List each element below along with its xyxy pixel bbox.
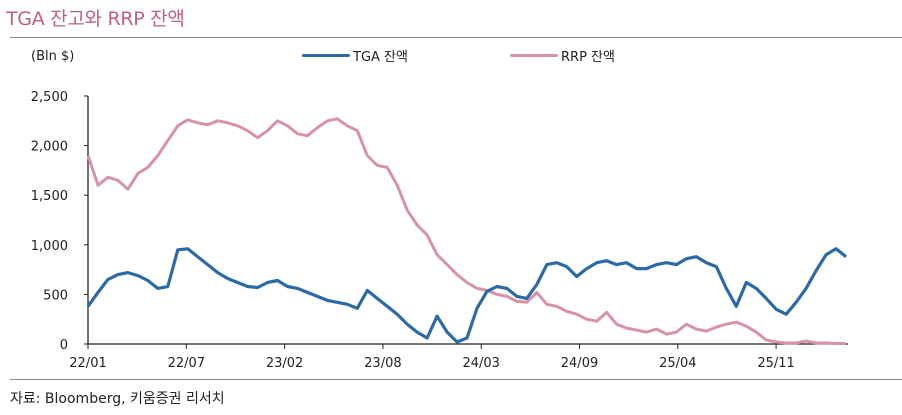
y-tick-label: 500	[43, 288, 68, 303]
legend-label-tga: TGA 잔액	[353, 50, 408, 65]
y-tick-label: 1,500	[31, 189, 68, 204]
top-divider	[10, 37, 902, 38]
x-tick-label: 22/01	[69, 356, 106, 371]
x-tick-label: 22/07	[168, 356, 205, 371]
x-tick-label: 24/09	[561, 356, 598, 371]
y-tick-label: 2,500	[31, 90, 68, 105]
y-axis: 0 500 1,000 1,500 2,000 2,500	[31, 90, 89, 353]
rrp-series-line	[86, 117, 846, 345]
y-axis-unit-label: (Bln $)	[31, 49, 75, 64]
x-tick-label: 25/04	[659, 356, 696, 371]
x-axis: 22/01 22/07 23/02 23/08 24/03 24/09 25/04 25/11	[69, 343, 848, 371]
y-tick-label: 2,000	[31, 140, 68, 155]
x-tick-label: 23/08	[364, 356, 401, 371]
x-tick-label: 23/02	[266, 356, 303, 371]
source-note: 자료: Bloomberg, 키움증권 리서치	[10, 391, 225, 407]
legend-swatch-rrp	[510, 54, 558, 57]
y-tick-label: 1,000	[31, 239, 68, 254]
x-tick-label: 24/03	[462, 356, 499, 371]
x-tick-label: 25/11	[757, 356, 794, 371]
chart-title: TGA 잔고와 RRP 잔액	[6, 8, 185, 30]
tga-series-line	[86, 247, 847, 344]
y-tick-label: 0	[60, 338, 68, 353]
bottom-divider	[10, 379, 902, 380]
legend-item-rrp: RRP 잔액	[510, 46, 615, 65]
legend-swatch-tga	[302, 54, 350, 57]
legend-label-rrp: RRP 잔액	[561, 50, 615, 65]
legend-item-tga: TGA 잔액	[302, 46, 408, 65]
